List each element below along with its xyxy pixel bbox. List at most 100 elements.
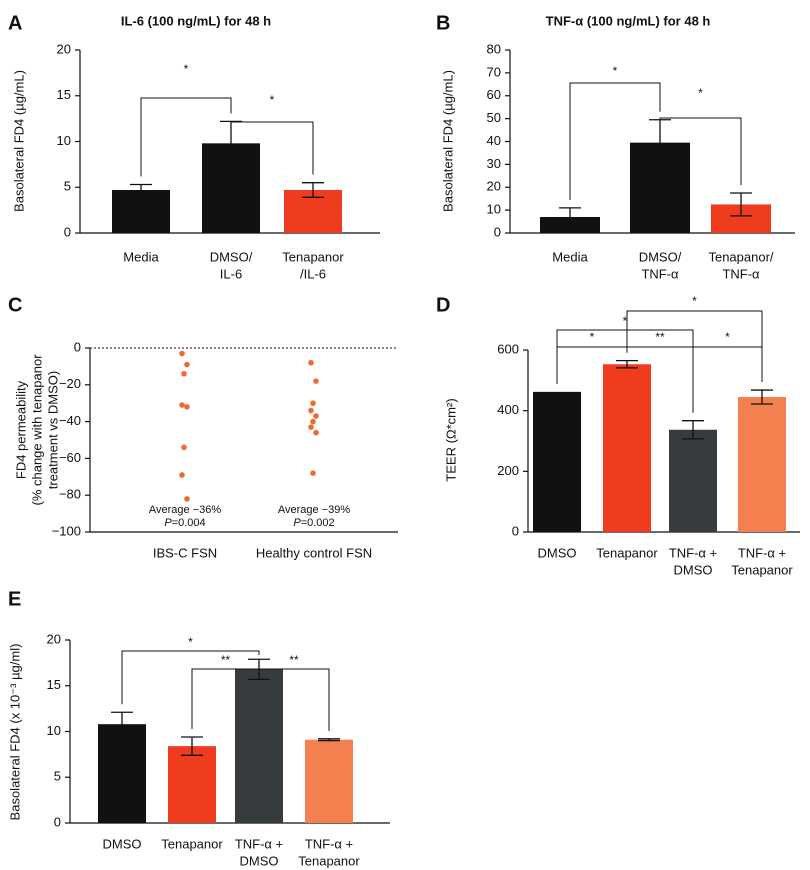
y-tick-label: 0 — [54, 814, 61, 829]
bar — [738, 397, 786, 532]
bar — [305, 739, 353, 823]
bar — [603, 364, 651, 532]
p-value-annotation: P=0.004 — [164, 517, 205, 529]
y-tick-label: −20 — [59, 376, 81, 391]
x-tick-label: IL-6 — [220, 266, 242, 281]
y-tick-label: 20 — [487, 179, 501, 194]
y-tick-label: −80 — [59, 487, 81, 502]
y-tick-label: 0 — [512, 523, 519, 538]
significance-bracket — [569, 82, 661, 200]
panel-a: A IL-6 (100 ng/mL) for 48 h 0 5 10 15 20 Basola… — [8, 12, 380, 281]
x-tick-label: Tenapanor — [731, 562, 793, 577]
p-value: =0.002 — [301, 517, 335, 529]
significance-label: ** — [289, 653, 299, 667]
data-point — [313, 413, 319, 419]
panel-b: B TNF-α (100 ng/mL) for 48 h 0 10 20 30 40 50 60… — [436, 12, 795, 281]
y-axis-label: Basolateral FD4 (µg/mL) — [440, 70, 455, 212]
significance-label: * — [184, 62, 189, 76]
significance-label: * — [188, 635, 193, 649]
y-tick-label: 200 — [497, 463, 519, 478]
data-point — [313, 378, 319, 384]
panel-d: D 0 200 400 600 TEER (Ω*cm²) DMSO Tenapanor TNF-… — [436, 294, 800, 577]
panel-letter: A — [8, 12, 22, 34]
y-tick-label: 0 — [494, 224, 501, 239]
x-tick-label: DMSO/ — [639, 249, 682, 264]
chart-title: TNF-α (100 ng/mL) for 48 h — [546, 13, 711, 28]
y-tick-label: 70 — [487, 64, 501, 79]
data-point — [179, 350, 185, 357]
bar — [533, 391, 581, 532]
significance-bracket — [659, 117, 742, 185]
average-annotation: Average −36% — [149, 504, 221, 516]
data-point — [308, 424, 314, 430]
significance-bracket — [230, 121, 314, 175]
y-tick-label: 10 — [487, 202, 501, 217]
significance-label: * — [623, 314, 628, 328]
p-value-annotation: P=0.002 — [293, 517, 334, 529]
data-point — [181, 444, 187, 451]
y-tick-label: −40 — [59, 413, 81, 428]
y-axis-label: (% change with tenapanor — [29, 354, 44, 506]
y-tick-label: 10 — [57, 133, 71, 148]
y-tick-label: 50 — [487, 110, 501, 125]
y-tick-label: 60 — [487, 87, 501, 102]
y-axis-label: TEER (Ω*cm²) — [443, 398, 458, 481]
data-point — [179, 402, 185, 408]
significance-label: ** — [655, 330, 665, 344]
panel-letter: E — [8, 588, 21, 610]
data-point — [179, 472, 185, 478]
y-axis-label: Basolateral FD4 (x 10⁻³ µg/ml) — [7, 644, 22, 821]
y-axis-label: FD4 permeability — [13, 380, 28, 479]
significance-bracket — [692, 346, 763, 413]
significance-label: * — [725, 330, 730, 344]
y-axis-label: Basolateral FD4 (µg/mL) — [11, 70, 26, 212]
x-tick-label: Tenapanor — [298, 853, 360, 868]
y-tick-label: 5 — [54, 769, 61, 784]
panel-letter: C — [8, 294, 22, 316]
data-point — [310, 418, 316, 425]
x-tick-label: DMSO — [240, 853, 279, 868]
panel-e: E 0 5 10 15 20 Basolateral FD4 (x 10⁻³ µg/ml) D… — [7, 588, 390, 868]
data-point — [313, 429, 319, 436]
x-tick-label: DMSO — [674, 562, 713, 577]
x-tick-label: Tenapanor — [596, 545, 658, 560]
significance-label: * — [590, 330, 595, 344]
x-tick-label: DMSO/ — [210, 249, 253, 264]
x-tick-label: Tenapanor — [282, 249, 344, 264]
significance-bracket — [121, 650, 260, 705]
significance-label: * — [270, 93, 275, 107]
panel-c: C 0 −20 −40 −60 −80 −100 FD4 permeability (% cha… — [8, 294, 398, 560]
significance-label: ** — [221, 653, 231, 667]
y-tick-label: 30 — [487, 156, 501, 171]
bar — [235, 669, 283, 823]
data-point — [308, 407, 314, 414]
x-tick-label: Media — [123, 249, 159, 264]
y-tick-label: 0 — [64, 224, 71, 239]
significance-label: * — [692, 294, 697, 308]
p-value: =0.004 — [172, 517, 206, 529]
y-tick-label: 5 — [64, 179, 71, 194]
p-symbol: P — [164, 517, 172, 529]
y-tick-label: 15 — [57, 87, 71, 102]
x-tick-label: Healthy control FSN — [256, 545, 372, 560]
data-point — [181, 370, 187, 377]
panel-letter: B — [436, 12, 450, 34]
x-tick-label: TNF-α + — [305, 836, 353, 851]
x-tick-label: TNF-α + — [738, 545, 786, 560]
panel-letter: D — [436, 294, 450, 316]
x-tick-label: TNF-α — [641, 266, 679, 281]
y-tick-label: 20 — [57, 41, 71, 56]
significance-bracket — [140, 97, 232, 177]
bar — [112, 189, 170, 233]
y-tick-label: −100 — [52, 523, 81, 538]
y-tick-label: 400 — [497, 402, 519, 417]
data-point — [184, 361, 190, 368]
y-axis-label: treatment vs DMSO) — [45, 371, 60, 489]
x-tick-label: DMSO — [538, 545, 577, 560]
x-tick-label: Tenapanor/ — [708, 249, 773, 264]
x-tick-label: TNF-α — [722, 266, 760, 281]
p-symbol: P — [293, 517, 301, 529]
x-tick-label: Tenapanor — [161, 836, 223, 851]
average-annotation: Average −39% — [278, 504, 350, 516]
significance-label: * — [698, 86, 703, 100]
